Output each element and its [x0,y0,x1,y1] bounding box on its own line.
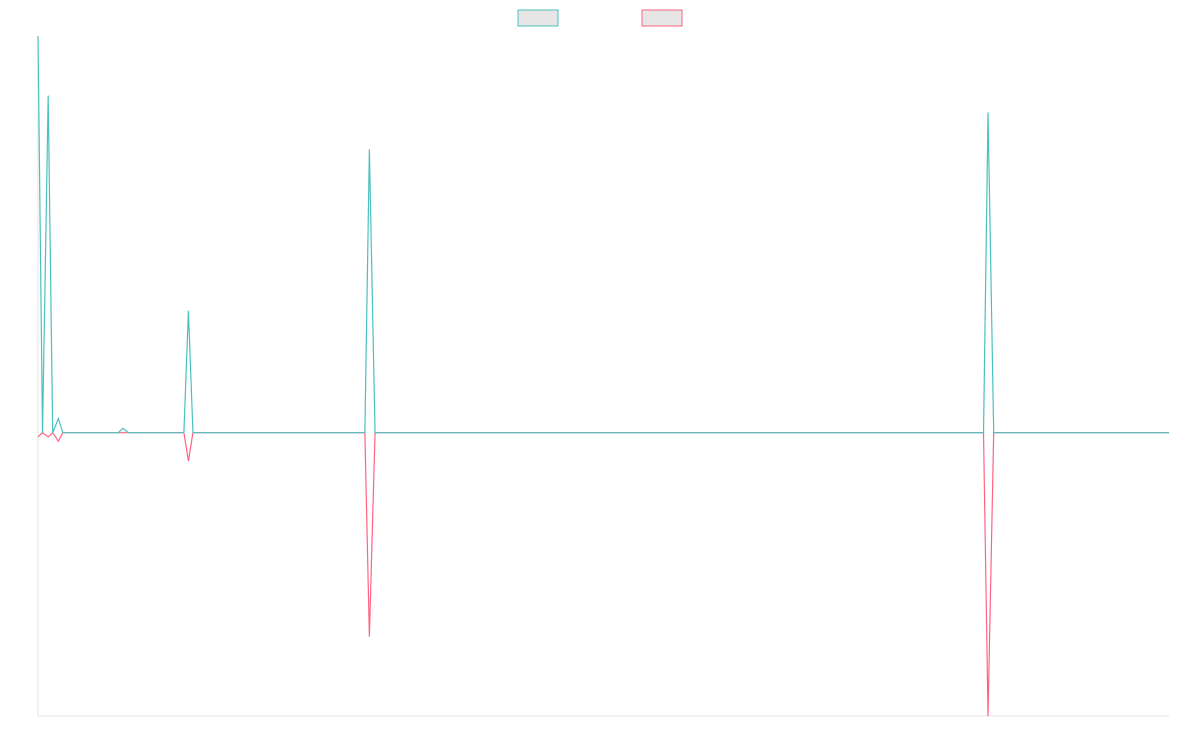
legend-item-1[interactable] [517,9,559,27]
legend [517,9,683,27]
axes [37,36,1169,717]
series-layer [37,35,1169,717]
legend-swatch-2[interactable] [641,9,683,27]
series-line-2 [37,431,1169,717]
series-line-1 [37,35,1169,434]
legend-swatch-1[interactable] [517,9,559,27]
legend-item-2[interactable] [641,9,683,27]
